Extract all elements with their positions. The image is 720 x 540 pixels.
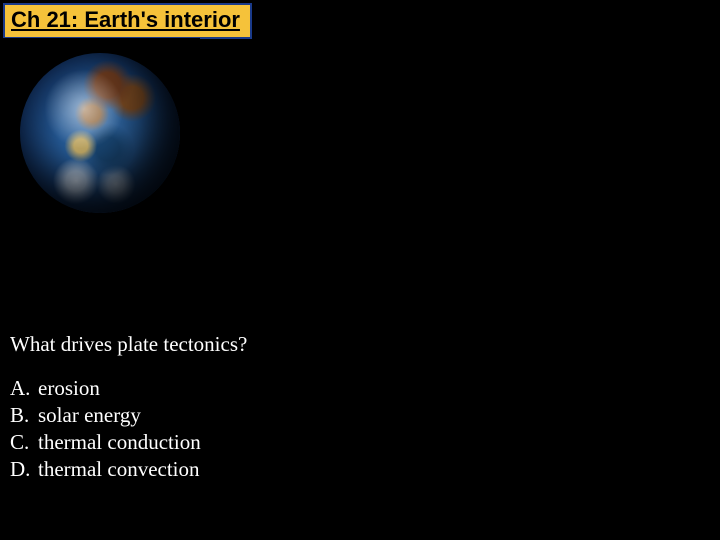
answer-option: C.thermal conduction <box>10 430 201 455</box>
option-letter: D. <box>10 457 38 482</box>
option-letter: A. <box>10 376 38 401</box>
earth-image-area <box>0 38 200 238</box>
answer-option: B.solar energy <box>10 403 201 428</box>
option-letter: C. <box>10 430 38 455</box>
option-text: erosion <box>38 376 100 400</box>
answer-option: A.erosion <box>10 376 201 401</box>
option-letter: B. <box>10 403 38 428</box>
answer-option: D.thermal convection <box>10 457 201 482</box>
option-text: thermal conduction <box>38 430 201 454</box>
option-text: thermal convection <box>38 457 200 481</box>
answer-options-list: A.erosion B.solar energy C.thermal condu… <box>10 376 201 484</box>
slide-title-text: Ch 21: Earth's interior <box>11 7 240 32</box>
question-text: What drives plate tectonics? <box>10 332 247 357</box>
earth-globe-icon <box>20 53 180 213</box>
option-text: solar energy <box>38 403 141 427</box>
slide-title-box: Ch 21: Earth's interior <box>3 3 252 39</box>
